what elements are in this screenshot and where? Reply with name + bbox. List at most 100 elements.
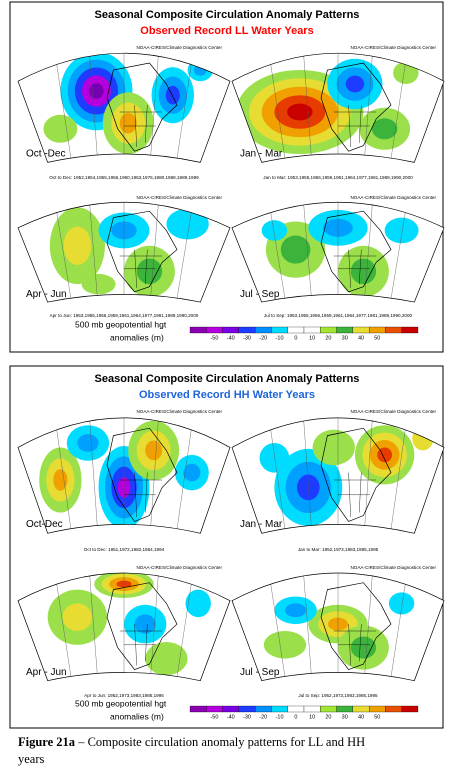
colorbar-swatch	[385, 705, 402, 713]
colorbar-tick: -30	[243, 335, 251, 341]
season-label: Oct -Dec	[26, 149, 65, 160]
panel-title: Seasonal Composite Circulation Anomaly P…	[95, 9, 360, 21]
map-years: Apr to Jun: 1952,1973,1983,1985,1995	[84, 693, 164, 698]
colorbar-swatch	[320, 326, 337, 334]
anomaly-contour	[280, 235, 311, 264]
colorbar-swatch	[189, 705, 207, 713]
colorbar-swatch	[222, 326, 240, 334]
coastline	[106, 582, 178, 671]
colorbar-swatch	[368, 705, 386, 713]
colorbar-label: anomalies (m)	[110, 332, 164, 342]
map-credit: NOAA-CIRES/Climate Diagnostics Center	[136, 565, 222, 570]
coastline	[320, 210, 392, 293]
season-label: Jan - Mar	[240, 519, 283, 530]
panel: Seasonal Composite Circulation Anomaly P…	[9, 365, 445, 729]
colorbar-tick: 50	[374, 714, 380, 720]
colorbar-tick: 20	[325, 335, 331, 341]
caption-line2: years	[18, 752, 45, 766]
coastline	[106, 427, 178, 522]
colorbar-tick: 40	[358, 714, 364, 720]
colorbar-swatch	[287, 705, 305, 713]
colorbar-swatch	[368, 326, 386, 334]
panel-subtitle: Observed Record LL Water Years	[140, 25, 313, 37]
map-outline	[231, 201, 445, 303]
anomaly-contour	[89, 83, 104, 99]
map	[18, 53, 230, 163]
colorbar-swatch	[303, 326, 321, 334]
panel-title: Seasonal Composite Circulation Anomaly P…	[95, 373, 360, 385]
coastline	[320, 62, 392, 152]
map-years: Apr to Jun: 1953,1955,1956,1959,1961,196…	[50, 313, 199, 318]
colorbar-swatch	[271, 326, 288, 334]
colorbar-swatch	[254, 326, 272, 334]
coastline	[106, 210, 178, 293]
colorbar-swatch	[206, 326, 223, 334]
map-outline	[17, 52, 231, 163]
state-lines	[333, 624, 377, 666]
anomaly-contour	[166, 208, 209, 240]
anomaly-contour	[145, 642, 188, 676]
anomaly-contour	[183, 463, 201, 482]
colorbar-tick: 40	[358, 335, 364, 341]
caption-label: Figure 21a	[18, 735, 76, 749]
coastline	[320, 427, 392, 522]
map	[232, 53, 444, 163]
colorbar-swatch	[336, 705, 354, 713]
map	[18, 417, 230, 534]
colorbar	[189, 326, 419, 334]
colorbar-swatch	[189, 326, 207, 334]
colorbar-tick: 0	[294, 335, 297, 341]
season-label: Jul - Sep	[240, 667, 280, 678]
anomaly-contour	[350, 258, 377, 285]
colorbar-label: 500 mb geopotential hgt	[75, 319, 167, 329]
colorbar-swatch	[320, 705, 337, 713]
anomaly-contour	[134, 614, 156, 634]
map	[232, 417, 444, 534]
colorbar-tick: -40	[227, 714, 235, 720]
state-lines	[119, 624, 163, 666]
colorbar-tick: 50	[374, 335, 380, 341]
state-lines	[119, 472, 163, 518]
anomaly-contour	[350, 636, 377, 659]
map-outline	[231, 572, 445, 682]
season-label: Oct-Dec	[26, 519, 63, 530]
anomaly-contour	[285, 603, 307, 618]
anomaly-contour	[287, 103, 313, 121]
colorbar-label: 500 mb geopotential hgt	[75, 698, 167, 708]
map-years: Jan to Mar: 1952,1973,1983,1985,1995	[298, 547, 379, 552]
state-lines	[119, 249, 163, 289]
map-years: Oct to Dec: 1951,1972,1982,1984,1994	[84, 547, 165, 552]
season-label: Jan - Mar	[240, 149, 283, 160]
coastline	[320, 582, 392, 671]
colorbar-swatch	[287, 326, 305, 334]
anomaly-contour	[165, 85, 180, 105]
state-lines	[333, 249, 377, 289]
map	[18, 202, 230, 303]
map-outline	[17, 572, 231, 682]
anomaly-contour	[345, 75, 365, 93]
colorbar-tick: -50	[210, 714, 218, 720]
colorbar-swatch	[401, 705, 419, 713]
map-outline	[231, 417, 445, 534]
colorbar-tick: -10	[276, 714, 284, 720]
map-credit: NOAA-CIRES/Climate Diagnostics Center	[350, 409, 436, 414]
colorbar-tick: 30	[342, 335, 348, 341]
map	[232, 202, 444, 303]
season-label: Jul - Sep	[240, 289, 280, 300]
season-label: Apr - Jun	[26, 667, 67, 678]
map-credit: NOAA-CIRES/Climate Diagnostics Center	[350, 45, 436, 50]
anomaly-contour	[388, 592, 415, 615]
state-lines	[333, 472, 377, 518]
anomaly-contour	[63, 226, 92, 265]
colorbar-swatch	[222, 705, 240, 713]
colorbar-tick: -40	[227, 335, 235, 341]
anomaly-contour	[312, 429, 355, 466]
colorbar-label: anomalies (m)	[110, 711, 164, 721]
panel-subtitle: Observed Record HH Water Years	[139, 389, 315, 401]
map	[232, 573, 444, 681]
anomaly-contour	[263, 631, 307, 659]
colorbar-swatch	[401, 326, 419, 334]
map-credit: NOAA-CIRES/Climate Diagnostics Center	[350, 195, 436, 200]
coastline	[106, 62, 178, 152]
